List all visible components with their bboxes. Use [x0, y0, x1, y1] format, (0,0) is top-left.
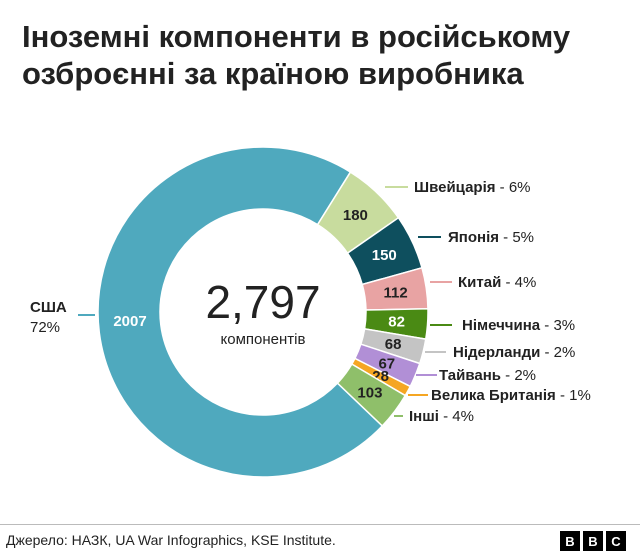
slice-category-label: Тайвань — [439, 367, 501, 384]
donut-slice — [97, 146, 384, 478]
slice-percent-label: - 2% — [501, 367, 536, 384]
slice-value-label: 68 — [385, 336, 402, 353]
source-note: Джерело: НАЗК, UA War Infographics, KSE … — [6, 532, 336, 548]
slice-legend-label: Швейцарія - 6% — [414, 179, 531, 196]
slice-category-label: Японія — [448, 229, 499, 246]
slice-value-label: 2007 — [113, 313, 146, 330]
slice-category-label: США — [30, 299, 67, 316]
logo-letter: B — [560, 531, 580, 551]
slice-percent-label: - 2% — [540, 344, 575, 361]
slice-category-label: Велика Британія — [431, 387, 556, 404]
slice-percent-label: - 6% — [496, 179, 531, 196]
slice-legend-label: Велика Британія - 1% — [431, 387, 591, 404]
slice-value-label: 82 — [388, 314, 405, 331]
chart-title: Іноземні компоненти в російському озброє… — [22, 19, 571, 91]
slice-percent-label: - 1% — [556, 387, 591, 404]
slice-percent-label: 72% — [30, 319, 60, 336]
slice-category-label: Нідерланди — [453, 344, 540, 361]
slice-legend-label: Німеччина - 3% — [462, 317, 575, 334]
slice-value-label: 150 — [372, 247, 397, 264]
donut-slice — [336, 363, 407, 428]
logo-letter: C — [606, 531, 626, 551]
slice-category-label: Швейцарія — [414, 179, 496, 196]
slice-legend-label: Китай - 4% — [458, 274, 536, 291]
slice-value-label: 180 — [343, 207, 368, 224]
slice-legend-label: Інші - 4% — [409, 408, 474, 425]
slice-category-label: Китай — [458, 274, 501, 291]
slice-percent-label: - 4% — [501, 274, 536, 291]
slice-percent-label: - 5% — [499, 229, 534, 246]
total-label: компонентів — [221, 331, 306, 348]
logo-letter: B — [583, 531, 603, 551]
donut-chart: 2007 США 72% 180 Швейцарія - 6% 150 Японія - 5… — [30, 146, 591, 478]
total-value: 2,797 — [205, 276, 320, 328]
slice-value-label: 67 — [378, 355, 395, 372]
slice-percent-label: - 3% — [540, 317, 575, 334]
slice-percent-label: - 4% — [439, 408, 474, 425]
slice-value-label: 103 — [357, 385, 382, 402]
slice-legend-label: Японія - 5% — [448, 229, 534, 246]
slice-category-label: Інші — [409, 408, 439, 425]
slice-value-label: 112 — [383, 285, 407, 302]
footer-divider — [0, 524, 640, 525]
bbc-logo: B B C — [560, 531, 626, 551]
slice-legend-label: Тайвань - 2% — [439, 367, 536, 384]
slice-category-label: Німеччина — [462, 317, 541, 334]
slice-legend-label: Нідерланди - 2% — [453, 344, 575, 361]
